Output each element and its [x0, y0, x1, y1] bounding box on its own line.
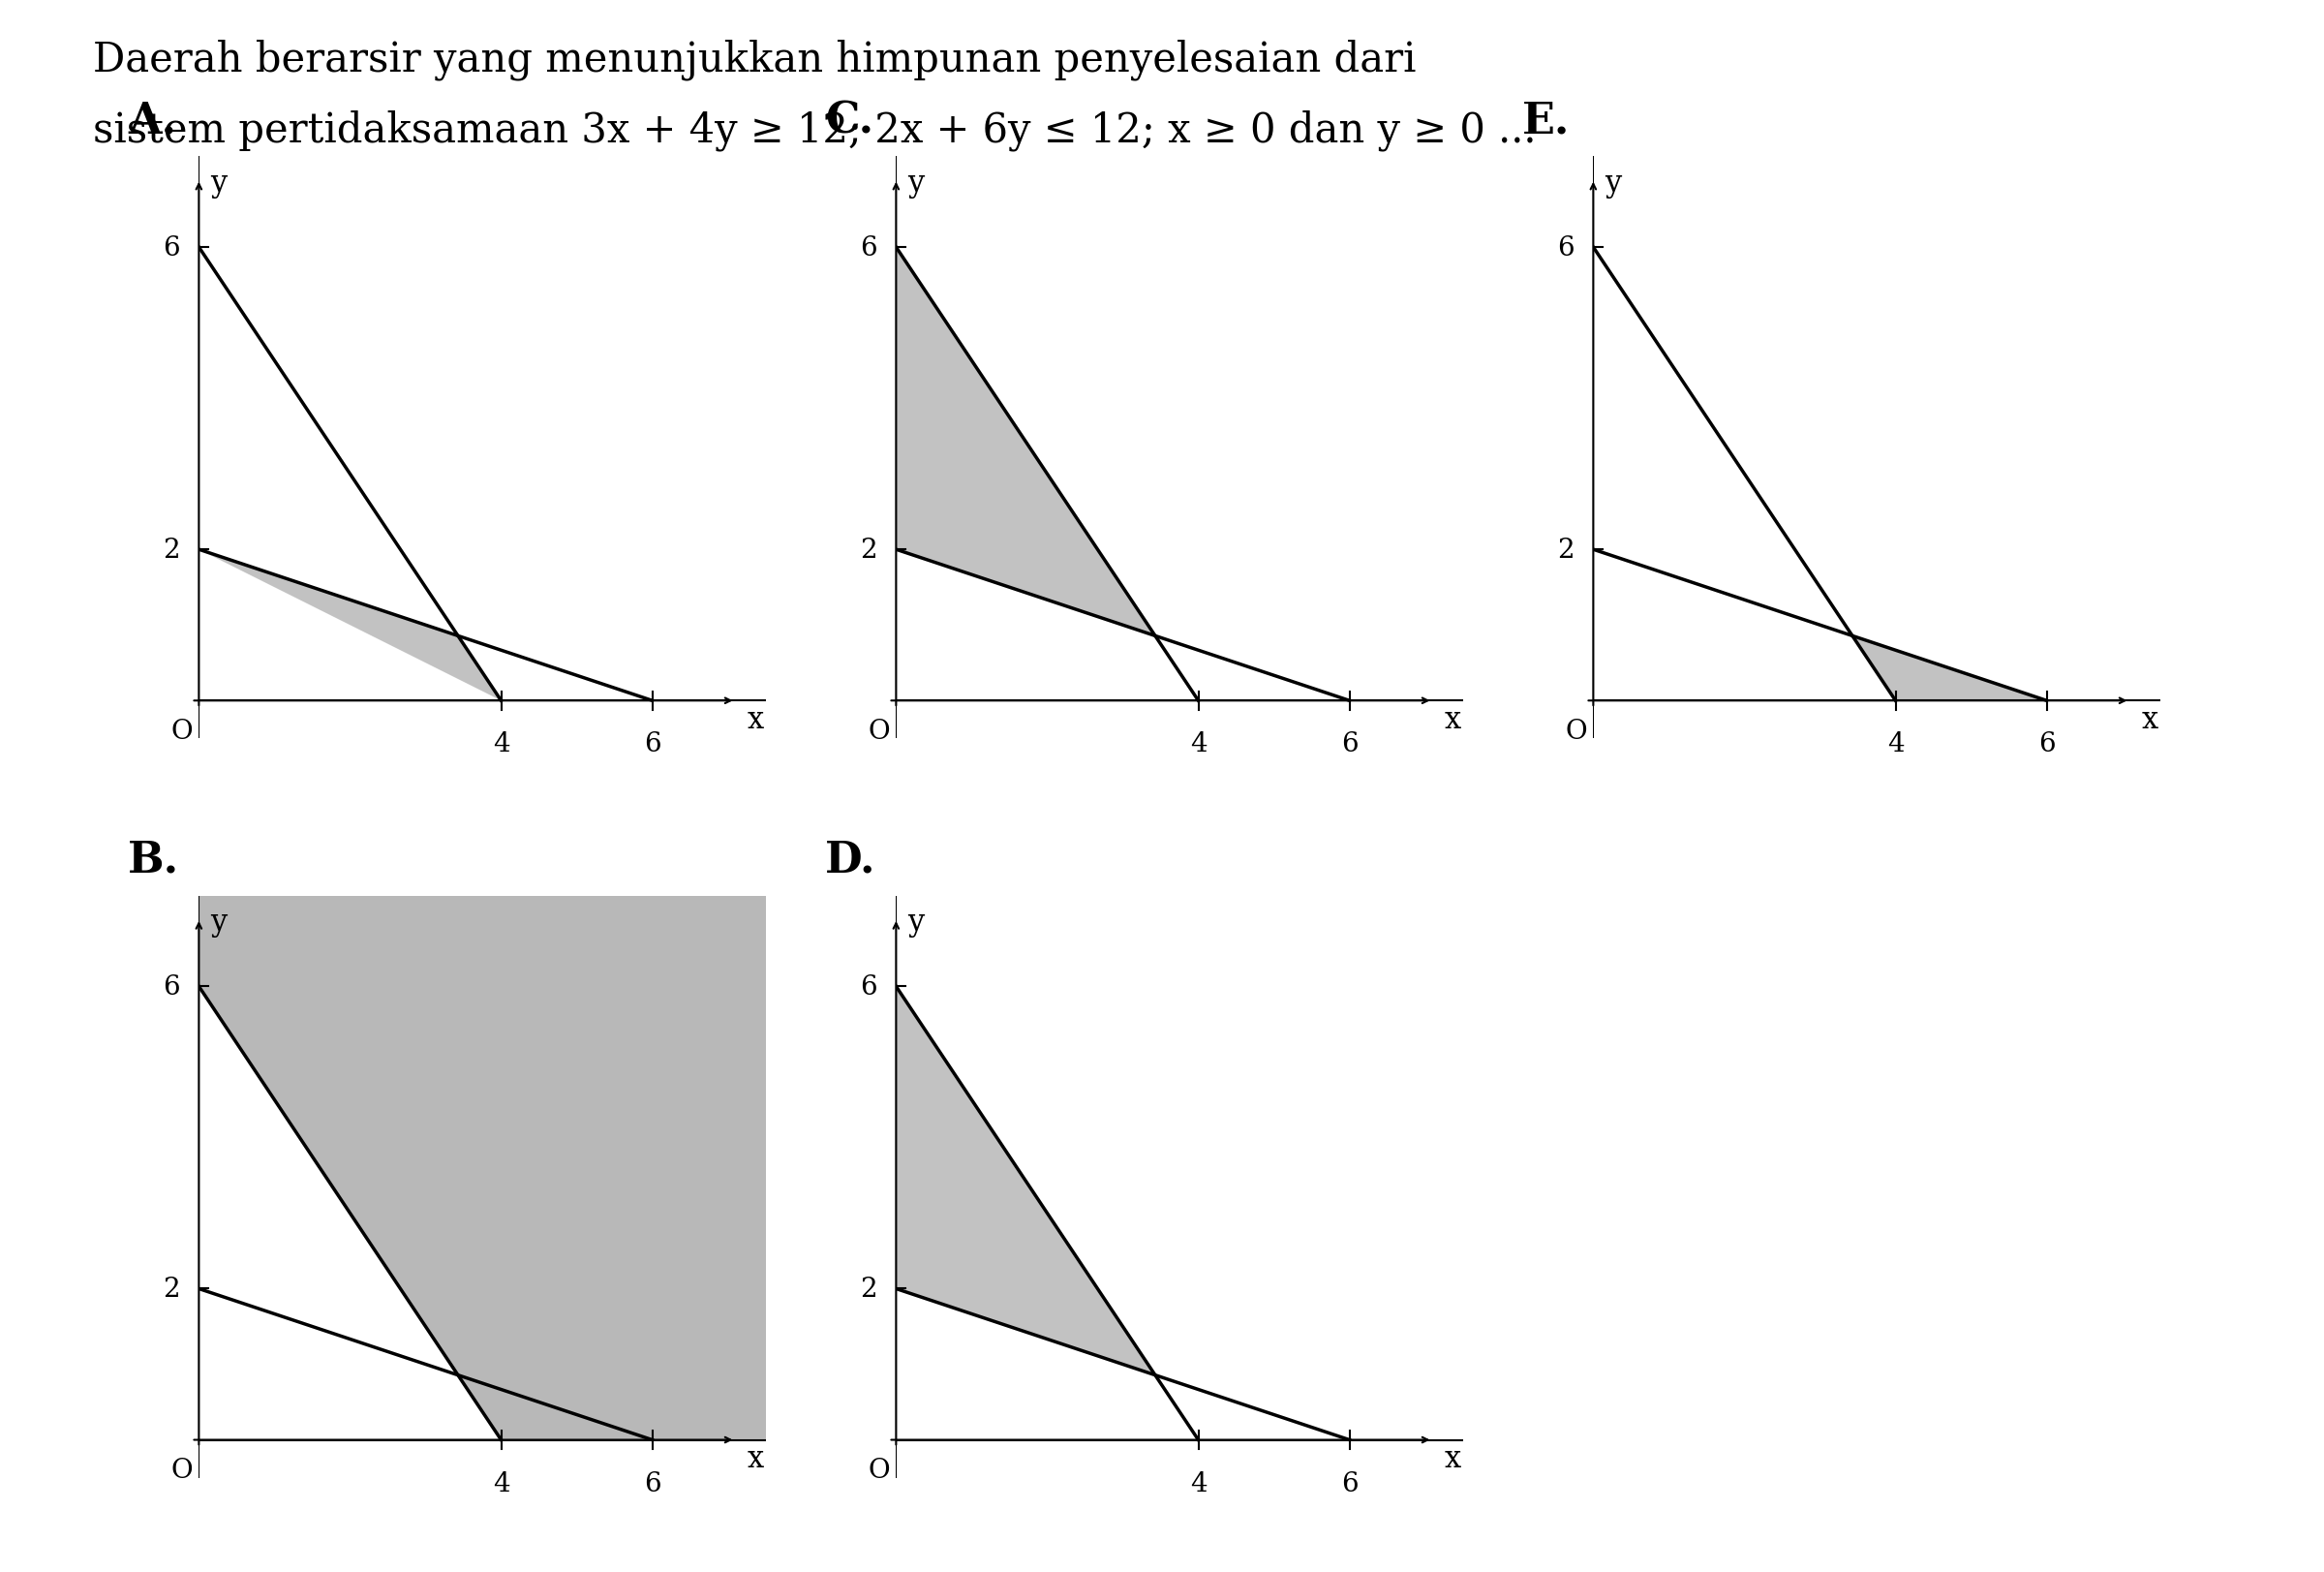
Text: 4: 4 [493, 731, 509, 758]
Text: 6: 6 [1341, 731, 1357, 758]
Text: y: y [906, 168, 925, 198]
Text: 6: 6 [644, 1470, 660, 1497]
Text: Daerah berarsir yang menunjukkan himpunan penyelesaian dari: Daerah berarsir yang menunjukkan himpuna… [93, 39, 1415, 80]
Text: A.: A. [128, 101, 177, 141]
Text: 6: 6 [2038, 731, 2054, 758]
Text: 2: 2 [163, 1276, 179, 1302]
Text: 6: 6 [1557, 234, 1573, 261]
Text: y: y [1604, 168, 1622, 198]
Text: 2: 2 [860, 1276, 876, 1302]
Text: x: x [1443, 704, 1459, 734]
Text: 2: 2 [1557, 538, 1573, 563]
Text: y: y [906, 907, 925, 937]
Text: y: y [209, 907, 228, 937]
Text: 4: 4 [1887, 731, 1903, 758]
Text: 6: 6 [163, 234, 179, 261]
Text: y: y [209, 168, 228, 198]
Text: 6: 6 [1341, 1470, 1357, 1497]
Text: B.: B. [128, 839, 179, 880]
Text: O: O [1566, 718, 1587, 745]
Text: E.: E. [1522, 101, 1571, 141]
Text: O: O [869, 1457, 890, 1484]
Text: x: x [2140, 704, 2157, 734]
Text: O: O [172, 1457, 193, 1484]
Text: 2: 2 [860, 538, 876, 563]
Text: O: O [869, 718, 890, 745]
Text: 6: 6 [163, 973, 179, 1000]
Text: D.: D. [825, 839, 876, 880]
Text: 6: 6 [644, 731, 660, 758]
Text: x: x [746, 1443, 762, 1473]
Text: x: x [1443, 1443, 1459, 1473]
Text: 4: 4 [493, 1470, 509, 1497]
Text: C.: C. [825, 101, 874, 141]
Text: sistem pertidaksamaan 3x + 4y ≥ 12; 2x + 6y ≤ 12; x ≥ 0 dan y ≥ 0 ...: sistem pertidaksamaan 3x + 4y ≥ 12; 2x +… [93, 110, 1536, 151]
Text: O: O [172, 718, 193, 745]
Text: 2: 2 [163, 538, 179, 563]
Text: 6: 6 [860, 234, 876, 261]
Text: 4: 4 [1190, 731, 1206, 758]
Text: x: x [746, 704, 762, 734]
Text: 6: 6 [860, 973, 876, 1000]
Text: 4: 4 [1190, 1470, 1206, 1497]
